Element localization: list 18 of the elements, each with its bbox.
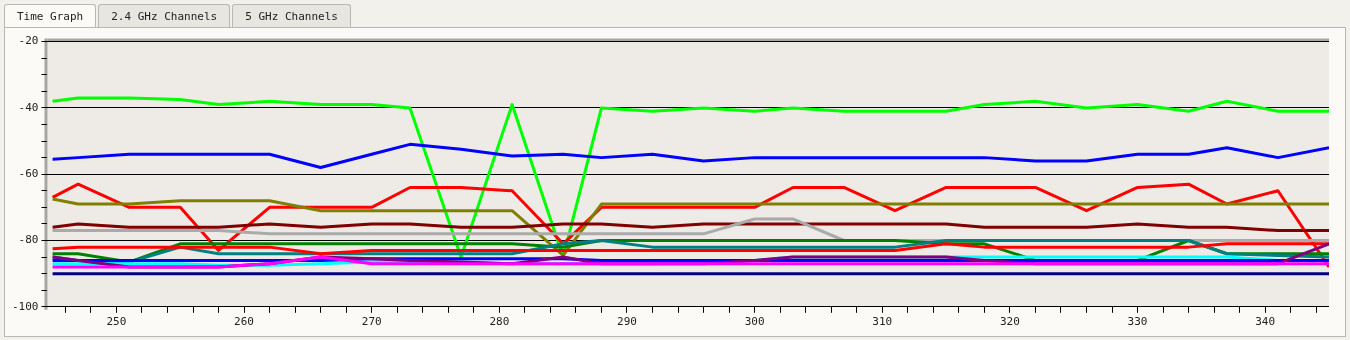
x-tick-label: 340 xyxy=(1255,315,1276,329)
text: 5 GHz Channels xyxy=(232,4,351,28)
y-tick-label: -100 xyxy=(11,299,39,313)
x-tick-label: 260 xyxy=(234,315,254,329)
x-tick-label: 290 xyxy=(617,315,637,329)
y-tick-label: -60 xyxy=(18,167,39,181)
x-tick-label: 250 xyxy=(106,315,127,329)
y-tick-label: -80 xyxy=(18,233,39,247)
x-tick-label: 320 xyxy=(999,315,1020,329)
x-tick-label: 280 xyxy=(489,315,510,329)
x-tick-label: 270 xyxy=(361,315,382,329)
y-tick-label: -20 xyxy=(18,34,39,48)
x-tick-label: 330 xyxy=(1127,315,1148,329)
y-tick-label: -40 xyxy=(18,100,39,114)
x-tick-label: 300 xyxy=(744,315,765,329)
text: 2.4 GHz Channels xyxy=(98,4,231,28)
x-tick-label: 310 xyxy=(872,315,893,329)
text: Time Graph xyxy=(4,4,97,28)
